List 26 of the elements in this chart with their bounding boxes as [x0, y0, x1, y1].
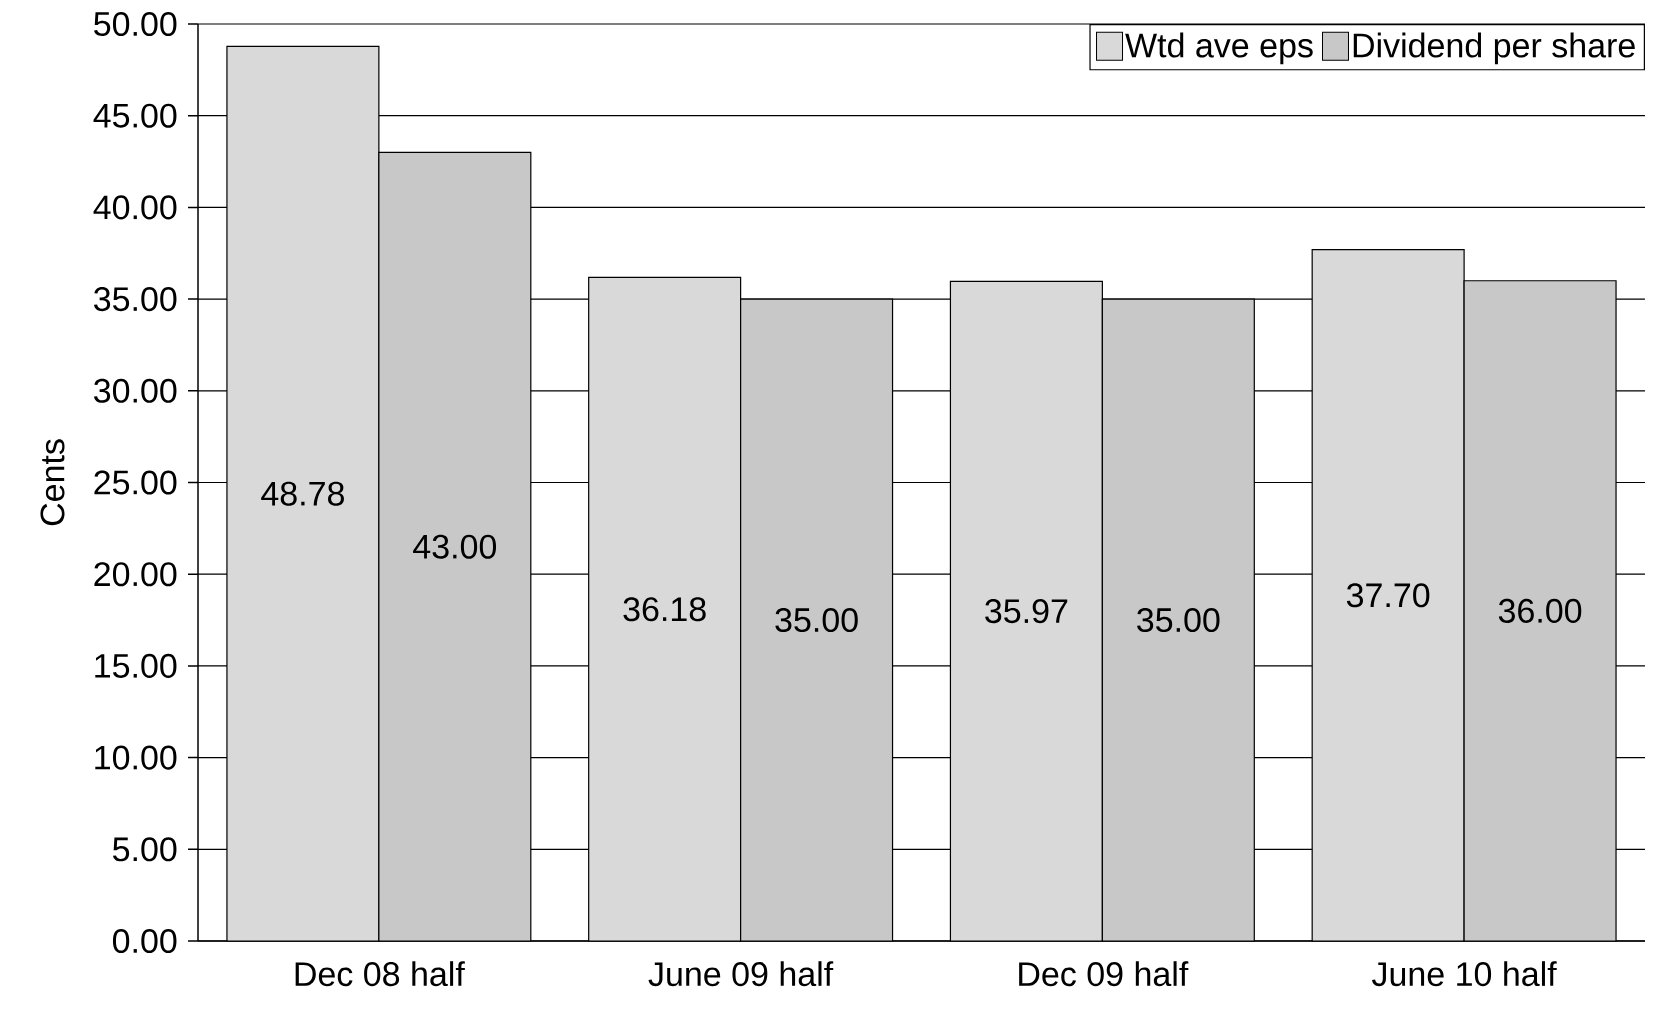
y-tick-label: 30.00: [94, 378, 177, 403]
data-label: 35.97: [985, 599, 1068, 624]
y-axis-title: Cents: [40, 439, 65, 526]
y-tick-label: 20.00: [94, 562, 177, 587]
legend-label: Dividend per share: [1353, 32, 1635, 65]
y-tick-label: 25.00: [94, 470, 177, 495]
legend-label: Wtd ave eps: [1125, 32, 1313, 65]
y-tick-label: 45.00: [93, 103, 177, 128]
y-tick-label: 10.00: [95, 745, 177, 770]
data-label: 36.00: [1498, 598, 1582, 623]
x-tick-label: Dec 09 half: [1019, 961, 1189, 987]
y-tick-label: 5.00: [113, 837, 177, 862]
data-label: 43.00: [413, 534, 497, 559]
x-tick-label: June 10 half: [1372, 961, 1557, 987]
y-tick-label: 0.00: [112, 928, 177, 954]
data-label: 35.00: [1137, 608, 1220, 633]
data-label: 37.70: [1346, 583, 1430, 608]
y-tick-label: 40.00: [93, 195, 177, 220]
data-label: 36.18: [623, 597, 706, 622]
y-tick-label: 15.00: [95, 653, 177, 678]
y-tick-label: 50.00: [94, 11, 177, 37]
data-label: 48.78: [261, 481, 344, 506]
data-label: 35.00: [775, 608, 858, 633]
x-tick-label: Dec 08 half: [295, 961, 465, 987]
x-tick-label: June 09 half: [648, 961, 834, 987]
y-tick-label: 35.00: [94, 287, 177, 312]
